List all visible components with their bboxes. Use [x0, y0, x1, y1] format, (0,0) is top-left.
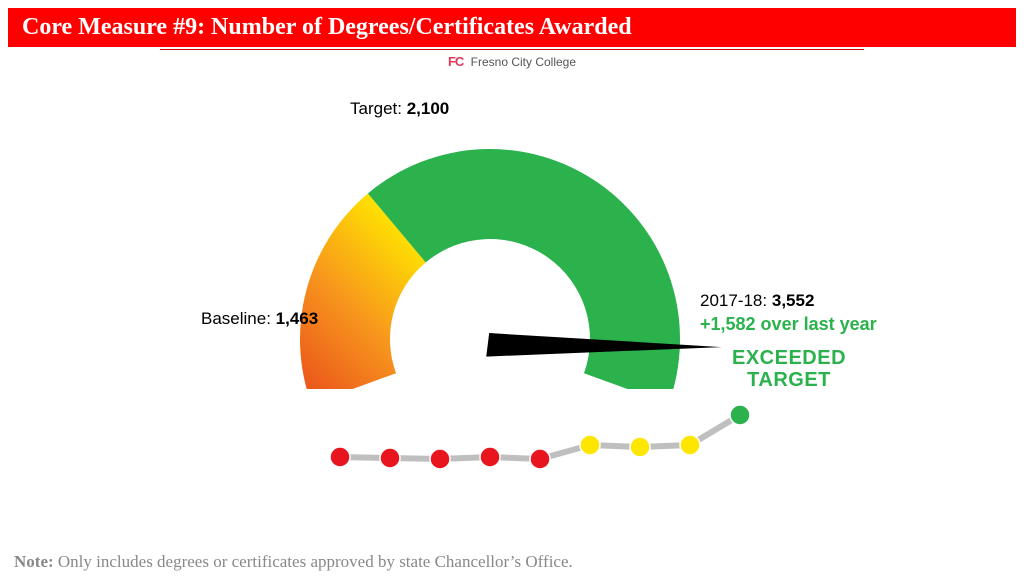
current-label: 2017-18:	[700, 291, 767, 310]
trend-line-chart	[320, 403, 760, 483]
header-bar: Core Measure #9: Number of Degrees/Certi…	[8, 8, 1016, 47]
baseline-value: 1,463	[276, 309, 319, 328]
college-name: Fresno City College	[471, 55, 576, 69]
header-title: Core Measure #9: Number of Degrees/Certi…	[22, 14, 632, 40]
footnote: Note: Only includes degrees or certifica…	[14, 552, 573, 572]
delta-text: +1,582 over last year	[700, 314, 877, 335]
logo-row: FC Fresno City College	[0, 54, 1024, 69]
current-value: 3,552	[772, 291, 815, 310]
target-label-group: Target: 2,100	[350, 99, 449, 119]
fcc-logo-icon: FC	[448, 54, 463, 69]
target-value: 2,100	[407, 99, 450, 118]
gauge-chart: Target: 2,100 Baseline: 1,463 2017-18: 3…	[0, 69, 1024, 409]
status-badge: EXCEEDED TARGET	[732, 347, 846, 391]
footnote-label: Note:	[14, 552, 54, 571]
status-line1: EXCEEDED	[732, 347, 846, 369]
status-line2: TARGET	[747, 369, 831, 391]
current-label-group: 2017-18: 3,552	[700, 291, 814, 311]
footnote-text: Only includes degrees or certificates ap…	[54, 552, 573, 571]
gauge-svg	[260, 109, 760, 389]
target-label: Target:	[350, 99, 402, 118]
header-underline	[160, 49, 864, 50]
baseline-label: Baseline:	[201, 309, 271, 328]
baseline-label-group: Baseline: 1,463	[201, 309, 318, 329]
